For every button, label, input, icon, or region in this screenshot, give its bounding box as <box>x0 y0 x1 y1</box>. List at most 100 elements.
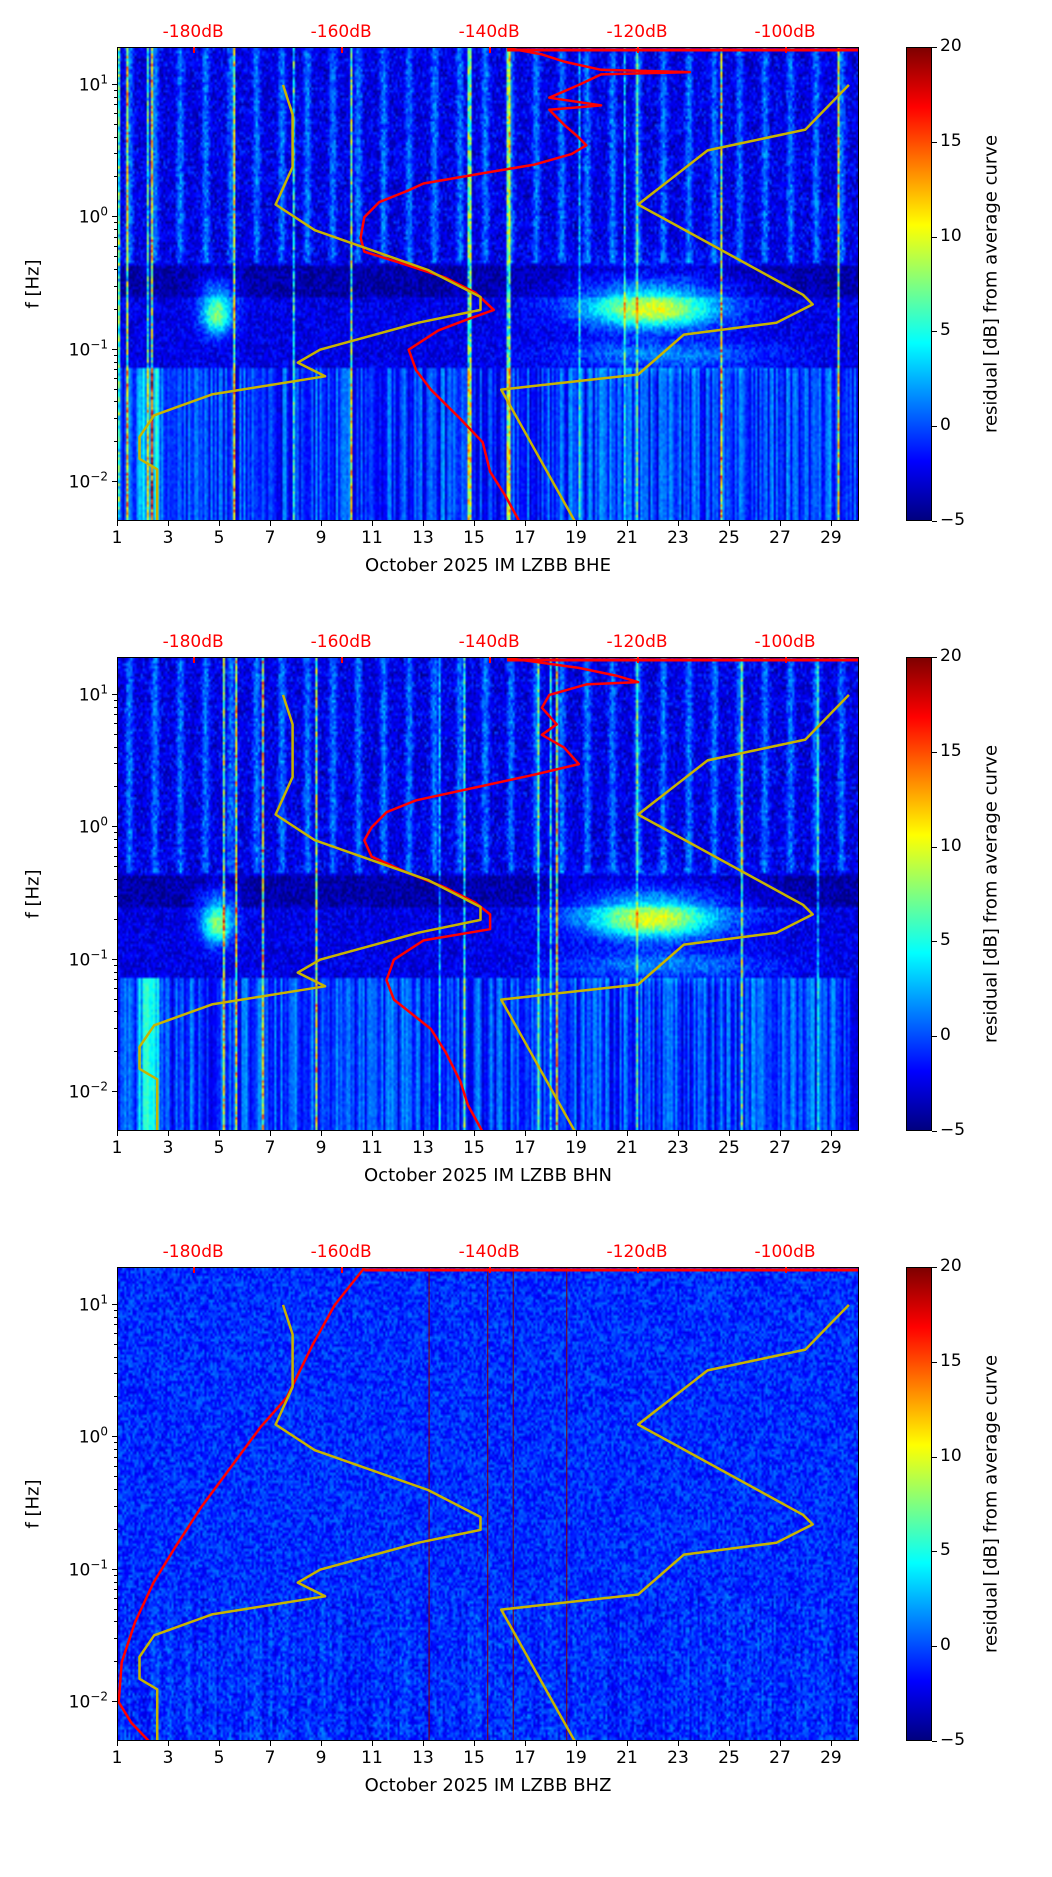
y-minor-tick <box>114 308 117 310</box>
y-minor-tick <box>114 979 117 981</box>
top-db-tick <box>193 1267 196 1273</box>
low-model-curve <box>138 1304 482 1740</box>
y-minor-tick <box>114 245 117 247</box>
y-minor-tick <box>114 176 117 178</box>
y-axis-title: f [Hz] <box>22 1479 44 1529</box>
y-minor-tick <box>114 988 117 990</box>
top-db-label: -100dB <box>754 1242 816 1262</box>
y-minor-tick <box>114 354 117 356</box>
y-minor-tick <box>114 89 117 91</box>
x-tick-label: 11 <box>361 1748 383 1768</box>
colorbar-tick <box>932 1361 937 1363</box>
y-tick-label: 100 <box>79 205 108 228</box>
x-tick-label: 7 <box>264 1138 276 1158</box>
x-axis-title: October 2025 IM LZBB BHE <box>365 555 611 576</box>
colorbar-tick-label: 5 <box>940 320 951 341</box>
x-tick <box>677 521 679 526</box>
y-tick-base: 10 <box>78 1295 101 1316</box>
colorbar <box>906 1267 932 1741</box>
y-minor-tick <box>114 1011 117 1013</box>
x-tick-label: 25 <box>718 528 740 548</box>
x-tick-label: 19 <box>565 528 587 548</box>
x-tick <box>167 521 169 526</box>
y-tick-label: 101 <box>79 1293 108 1316</box>
colorbar-tick-label: 0 <box>940 415 951 436</box>
y-tick-base: 10 <box>78 1427 101 1448</box>
y-minor-tick <box>114 113 117 115</box>
y-tick-base: 10 <box>78 685 101 706</box>
y-tick-exponent: −1 <box>90 947 108 962</box>
y-minor-tick <box>114 104 117 106</box>
x-tick <box>117 521 118 526</box>
top-db-label: -160dB <box>310 22 372 42</box>
y-axis-title: f [Hz] <box>22 259 44 309</box>
colorbar-tick-label: 15 <box>940 130 962 151</box>
y-tick <box>112 1091 117 1093</box>
top-db-label: -180dB <box>162 632 224 652</box>
x-tick <box>626 1741 628 1746</box>
colorbar-tick-label: 0 <box>940 1025 951 1046</box>
y-minor-tick <box>114 96 117 98</box>
colorbar-tick-label: 20 <box>940 36 962 56</box>
y-tick-exponent: −2 <box>90 469 108 484</box>
x-tick-label: 29 <box>820 1138 842 1158</box>
y-minor-tick <box>114 998 117 1000</box>
x-tick-label: 11 <box>361 1138 383 1158</box>
y-minor-tick <box>114 256 117 258</box>
top-db-label: -140dB <box>458 1242 520 1262</box>
top-db-tick <box>785 1267 788 1273</box>
top-db-tick <box>341 657 344 663</box>
y-tick-base: 10 <box>78 207 101 228</box>
y-minor-tick <box>114 1442 117 1444</box>
colorbar-tick-label: 15 <box>940 740 962 761</box>
y-minor-tick <box>114 1356 117 1358</box>
x-tick-label: 17 <box>514 1748 536 1768</box>
y-tick-label: 10−1 <box>69 947 108 970</box>
low-model-curve <box>138 84 482 520</box>
x-tick <box>779 1131 781 1136</box>
y-minor-tick <box>114 786 117 788</box>
x-tick-label: 15 <box>463 1138 485 1158</box>
y-tick-exponent: 1 <box>100 1292 108 1307</box>
y-tick-label: 101 <box>79 73 108 96</box>
colorbar-tick <box>932 1036 937 1038</box>
x-tick-label: 1 <box>111 1138 123 1158</box>
colorbar <box>906 657 932 1131</box>
y-tick <box>112 1701 117 1703</box>
y-minor-tick <box>114 236 117 238</box>
y-minor-tick <box>114 1489 117 1490</box>
x-tick-label: 27 <box>769 1748 791 1768</box>
x-tick-label: 9 <box>315 1138 327 1158</box>
y-minor-tick <box>114 1343 117 1345</box>
top-db-label: -180dB <box>162 1242 224 1262</box>
y-minor-tick <box>114 971 117 973</box>
y-minor-tick <box>114 1456 117 1458</box>
y-tick-label: 10−1 <box>69 1557 108 1580</box>
colorbar-tick <box>932 1131 937 1132</box>
colorbar <box>906 47 932 521</box>
x-tick <box>677 1741 679 1746</box>
x-tick <box>524 1741 526 1746</box>
top-db-tick <box>193 657 196 663</box>
y-tick-base: 10 <box>68 1560 91 1581</box>
y-minor-tick <box>114 361 117 363</box>
x-tick-label: 15 <box>463 528 485 548</box>
top-db-tick <box>193 47 196 53</box>
y-minor-tick <box>114 269 117 270</box>
x-tick <box>779 1741 781 1746</box>
y-minor-tick <box>114 895 117 897</box>
y-tick <box>112 693 117 695</box>
y-minor-tick <box>114 441 117 443</box>
x-tick-label: 15 <box>463 1748 485 1768</box>
x-tick <box>728 521 730 526</box>
colorbar-tick <box>932 1551 937 1553</box>
colorbar-tick-label: −5 <box>940 510 966 530</box>
y-minor-tick <box>114 1528 117 1530</box>
colorbar-tick-label: 5 <box>940 1540 951 1561</box>
spectrogram-plot <box>117 47 859 521</box>
y-minor-tick <box>114 1574 117 1576</box>
x-tick <box>473 1741 475 1746</box>
y-minor-tick <box>114 1309 117 1311</box>
y-tick-exponent: −2 <box>90 1079 108 1094</box>
x-tick <box>677 1131 679 1136</box>
